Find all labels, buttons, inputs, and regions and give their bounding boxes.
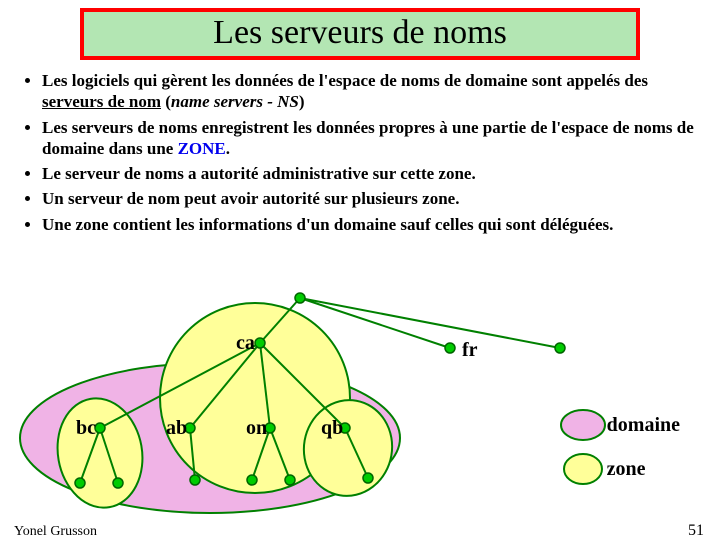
bullet-item: Les logiciels qui gèrent les données de … xyxy=(42,70,700,113)
node-ab1 xyxy=(190,475,200,485)
legend-domaine-label: domaine xyxy=(607,414,680,437)
node-label-qb: qb xyxy=(321,417,343,439)
node-label-ab: ab xyxy=(166,417,187,439)
node-iso xyxy=(555,343,565,353)
legend: domaine zone xyxy=(559,408,680,496)
node-qb1 xyxy=(363,473,373,483)
node-root xyxy=(295,293,305,303)
node-ca xyxy=(255,338,265,348)
node-label-on: on xyxy=(246,417,267,439)
page-title: Les serveurs de noms xyxy=(213,14,507,51)
node-bc xyxy=(95,423,105,433)
node-label-bc: bc xyxy=(76,417,96,439)
legend-zone: zone xyxy=(559,452,680,486)
bullet-item: Une zone contient les informations d'un … xyxy=(42,214,700,235)
legend-domaine-swatch xyxy=(559,408,607,442)
legend-zone-swatch xyxy=(559,452,607,486)
legend-domaine: domaine xyxy=(559,408,680,442)
legend-zone-label: zone xyxy=(607,458,646,481)
node-bc1 xyxy=(75,478,85,488)
title-box: Les serveurs de noms xyxy=(80,8,640,60)
node-on1 xyxy=(247,475,257,485)
node-fr xyxy=(445,343,455,353)
node-label-ca: ca xyxy=(236,332,255,354)
node-on2 xyxy=(285,475,295,485)
node-label-fr: fr xyxy=(462,339,478,361)
node-bc2 xyxy=(113,478,123,488)
bullet-item: Le serveur de noms a autorité administra… xyxy=(42,163,700,184)
bullet-list: Les logiciels qui gèrent les données de … xyxy=(28,70,700,235)
footer-author: Yonel Grusson xyxy=(14,524,97,540)
bullet-item: Un serveur de nom peut avoir autorité su… xyxy=(42,188,700,209)
bullet-item: Les serveurs de noms enregistrent les do… xyxy=(42,117,700,160)
footer-page: 51 xyxy=(688,522,704,540)
